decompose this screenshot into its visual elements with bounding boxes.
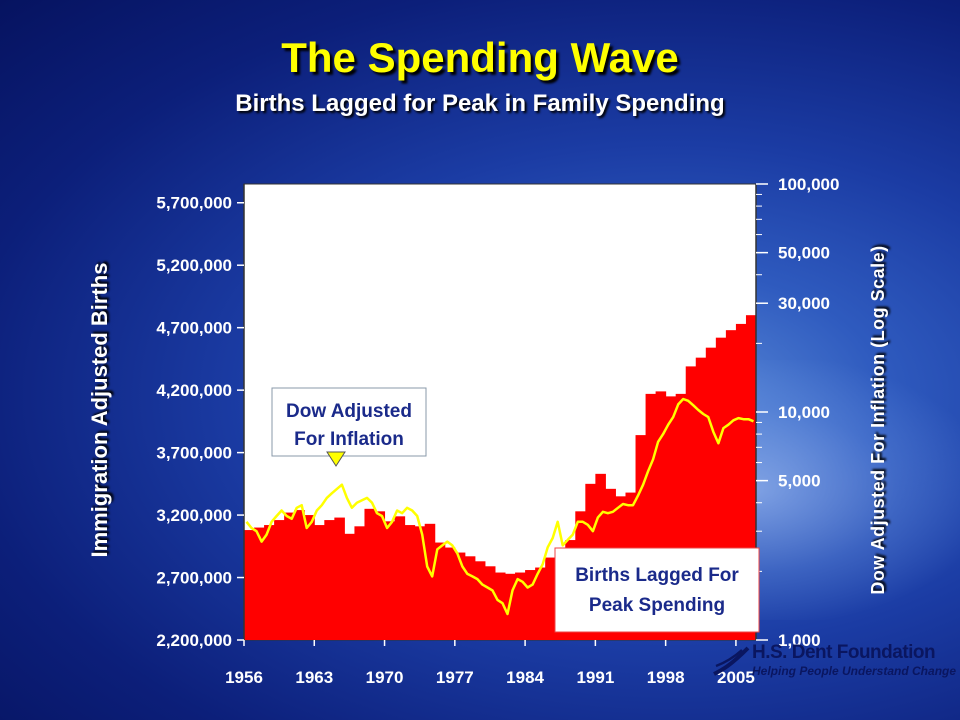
births-bar bbox=[364, 508, 376, 640]
foundation-name: H.S. Dent Foundation bbox=[752, 642, 936, 663]
foundation-logo-icon bbox=[713, 646, 750, 676]
slide-title: The Spending Wave bbox=[281, 34, 679, 81]
right-tick-label: 10,000 bbox=[778, 403, 830, 422]
births-annotation-text: Births Lagged For Peak Spending bbox=[575, 565, 739, 616]
births-bar bbox=[244, 530, 255, 640]
left-tick-label: 2,700,000 bbox=[156, 569, 232, 588]
x-tick-label: 1984 bbox=[506, 668, 544, 687]
births-bar bbox=[354, 526, 365, 640]
births-bar bbox=[545, 557, 556, 640]
dow-annotation-text: Dow Adjusted For Inflation bbox=[286, 401, 412, 450]
slide-subtitle: Births Lagged for Peak in Family Spendin… bbox=[235, 90, 725, 117]
dow-annotation: Dow Adjusted For Inflation bbox=[271, 387, 427, 467]
births-bar bbox=[384, 521, 396, 640]
births-bar bbox=[535, 567, 546, 640]
births-bar bbox=[274, 520, 285, 640]
births-bar bbox=[715, 337, 727, 640]
births-bar bbox=[254, 527, 265, 640]
x-tick-label: 1977 bbox=[436, 668, 474, 687]
births-bar bbox=[635, 435, 647, 640]
births-bar bbox=[394, 516, 406, 640]
left-tick-label: 3,200,000 bbox=[156, 506, 232, 525]
births-bar bbox=[334, 517, 345, 640]
x-tick-label: 2005 bbox=[717, 668, 755, 687]
births-bar bbox=[725, 330, 737, 640]
left-tick-label: 5,700,000 bbox=[156, 194, 232, 213]
left-tick-label: 5,200,000 bbox=[156, 256, 232, 275]
births-bar bbox=[404, 525, 416, 640]
births-bar bbox=[324, 520, 335, 640]
births-bar bbox=[484, 566, 496, 640]
left-axis-ticks: 2,200,000 2,700,000 3,200,000 3,700,000 4,20… bbox=[156, 194, 244, 650]
x-tick-label: 1970 bbox=[366, 668, 404, 687]
births-bar bbox=[374, 511, 386, 640]
births-bar bbox=[494, 572, 506, 640]
births-bar bbox=[525, 570, 536, 640]
x-tick-label: 1963 bbox=[295, 668, 333, 687]
births-annotation-box bbox=[554, 547, 760, 633]
births-bar bbox=[655, 391, 667, 640]
x-axis-ticks: 1956 1963 1970 1977 1984 1991 1998 2005 bbox=[225, 640, 755, 687]
births-bar bbox=[685, 366, 697, 640]
right-tick-label: 100,000 bbox=[778, 175, 839, 194]
births-bar bbox=[675, 393, 687, 640]
left-tick-label: 4,700,000 bbox=[156, 319, 232, 338]
right-tick-label: 1,000 bbox=[778, 631, 821, 650]
births-bar bbox=[444, 547, 456, 640]
births-bar bbox=[414, 526, 426, 640]
left-tick-label: 3,700,000 bbox=[156, 444, 232, 463]
births-bar bbox=[474, 561, 486, 640]
dow-series-line bbox=[245, 397, 754, 616]
births-bar bbox=[745, 315, 756, 640]
births-bar bbox=[735, 323, 747, 640]
right-tick-label: 50,000 bbox=[778, 244, 830, 263]
births-bar bbox=[695, 357, 707, 640]
births-bar bbox=[515, 572, 526, 640]
left-tick-label: 2,200,000 bbox=[156, 631, 232, 650]
right-axis-ticks: 1,000 5,000 10,000 30,000 50,000 100,000 bbox=[756, 175, 839, 650]
births-bar bbox=[294, 510, 305, 640]
x-tick-label: 1991 bbox=[576, 668, 614, 687]
births-annotation: Births Lagged For Peak Spending bbox=[554, 547, 760, 633]
foundation-tagline: Helping People Understand Change bbox=[752, 664, 957, 678]
left-tick-label: 4,200,000 bbox=[156, 381, 232, 400]
dow-annotation-box bbox=[271, 387, 427, 457]
births-bar bbox=[264, 525, 275, 640]
x-tick-label: 1956 bbox=[225, 668, 263, 687]
births-bar bbox=[314, 525, 325, 640]
births-bar bbox=[665, 396, 677, 640]
foundation-logo: H.S. Dent Foundation Helping People Unde… bbox=[712, 640, 956, 682]
births-bar bbox=[505, 573, 516, 640]
births-bar bbox=[424, 523, 436, 640]
x-tick-label: 1998 bbox=[647, 668, 685, 687]
births-bar bbox=[284, 512, 295, 640]
births-bar bbox=[434, 542, 446, 640]
births-bar bbox=[464, 556, 476, 640]
births-bar bbox=[705, 347, 717, 640]
births-bar bbox=[454, 552, 466, 640]
births-bar bbox=[304, 515, 315, 640]
births-bar bbox=[645, 393, 657, 640]
right-tick-label: 5,000 bbox=[778, 472, 821, 491]
births-bar bbox=[344, 533, 355, 640]
right-tick-label: 30,000 bbox=[778, 294, 830, 313]
dow-annotation-pointer-icon bbox=[326, 451, 346, 467]
